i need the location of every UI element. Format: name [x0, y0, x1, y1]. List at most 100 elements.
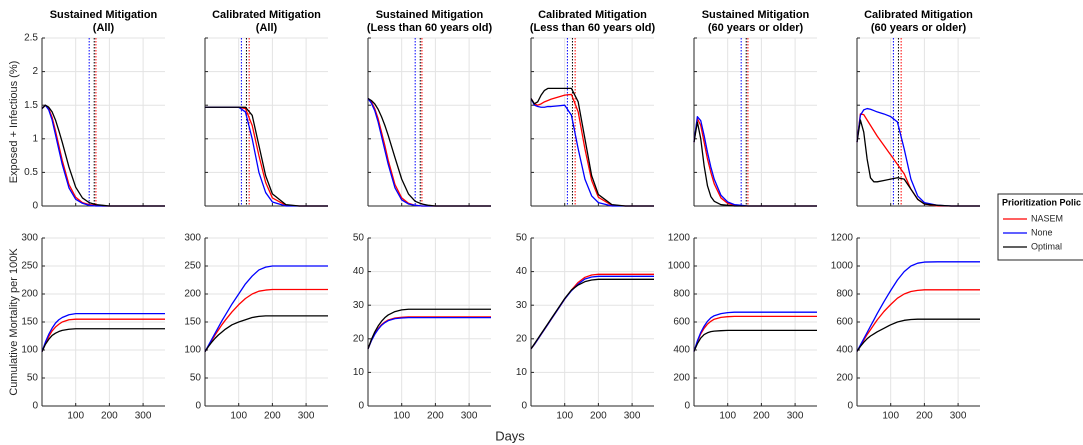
panel-subtitle: (Less than 60 years old): [367, 22, 493, 34]
series-line: [530, 93, 654, 207]
series-line: [856, 107, 980, 207]
series-line: [530, 278, 654, 350]
x-tick-label: 200: [264, 411, 281, 422]
series-line: [41, 104, 165, 207]
series-line: [367, 98, 491, 207]
series-line: [856, 261, 980, 352]
y-tick-label: 400: [836, 345, 853, 356]
series-line: [41, 312, 165, 352]
y-tick-label: 0: [358, 401, 364, 412]
y-tick-label: 600: [673, 317, 690, 328]
y-tick-label: 1.5: [24, 100, 38, 111]
series-line: [693, 117, 817, 207]
x-tick-label: 100: [556, 411, 573, 422]
x-tick-label: 300: [624, 411, 641, 422]
panel-subtitle: (Less than 60 years old): [530, 22, 656, 34]
y-tick-label: 50: [190, 373, 202, 384]
y-tick-label: 1000: [668, 261, 691, 272]
x-tick-label: 300: [787, 411, 804, 422]
x-axis-label: Days: [495, 428, 525, 443]
series-line: [693, 115, 817, 207]
y-tick-label: 300: [184, 233, 201, 244]
y-tick-label: 30: [516, 300, 528, 311]
legend-box: [997, 193, 1083, 261]
series-line: [530, 98, 654, 207]
panel-title: Sustained Mitigation: [702, 9, 810, 21]
legend-label: None: [1031, 227, 1053, 237]
series-line: [693, 121, 817, 207]
series-line: [367, 97, 491, 207]
panel-subtitle: (All): [256, 22, 278, 34]
x-tick-label: 300: [135, 411, 152, 422]
y-tick-label: 30: [353, 300, 365, 311]
x-tick-label: 200: [101, 411, 118, 422]
series-line: [41, 328, 165, 352]
series-line: [856, 113, 980, 207]
y-tick-label: 0: [847, 401, 853, 412]
series-line: [530, 87, 654, 207]
panel-title: Calibrated Mitigation: [538, 9, 647, 21]
y-tick-label: 250: [21, 261, 38, 272]
series-line: [693, 311, 817, 352]
y-tick-label: 20: [516, 333, 528, 344]
y-tick-label: 50: [353, 233, 365, 244]
series-line: [41, 318, 165, 352]
y-tick-label: 150: [21, 317, 38, 328]
series-line: [204, 265, 328, 352]
y-tick-label: 1200: [668, 233, 691, 244]
series-line: [693, 329, 817, 352]
y-axis-label: Cumulative Mortality per 100K: [8, 248, 20, 396]
y-tick-label: 1200: [831, 233, 854, 244]
series-line: [205, 106, 328, 207]
y-tick-label: 200: [673, 373, 690, 384]
legend-label: Optimal: [1031, 241, 1062, 251]
y-tick-label: 1000: [831, 261, 854, 272]
y-tick-label: 1: [32, 133, 38, 144]
y-tick-label: 50: [27, 373, 39, 384]
series-line: [530, 275, 654, 350]
y-tick-label: 800: [836, 289, 853, 300]
y-tick-label: 400: [673, 345, 690, 356]
y-tick-label: 800: [673, 289, 690, 300]
series-line: [693, 315, 817, 352]
x-tick-label: 300: [461, 411, 478, 422]
x-tick-label: 300: [298, 411, 315, 422]
legend-title: Prioritization Polic: [1002, 197, 1081, 207]
y-tick-label: 0: [32, 401, 38, 412]
panel-title: Sustained Mitigation: [376, 9, 484, 21]
series-line: [530, 273, 654, 350]
x-tick-label: 100: [67, 411, 84, 422]
y-tick-label: 50: [516, 233, 528, 244]
y-tick-label: 600: [836, 317, 853, 328]
x-tick-label: 100: [230, 411, 247, 422]
series-line: [204, 315, 328, 353]
series-line: [205, 106, 328, 207]
panel-subtitle: (All): [93, 22, 115, 34]
panel-title: Sustained Mitigation: [50, 9, 158, 21]
y-tick-label: 200: [184, 289, 201, 300]
panel-subtitle: (60 years or older): [871, 22, 967, 34]
y-tick-label: 0.5: [24, 167, 38, 178]
x-tick-label: 200: [753, 411, 770, 422]
y-tick-label: 10: [353, 367, 365, 378]
y-tick-label: 150: [184, 317, 201, 328]
series-line: [367, 316, 491, 350]
y-tick-label: 100: [21, 345, 38, 356]
x-tick-label: 200: [427, 411, 444, 422]
x-tick-label: 100: [393, 411, 410, 422]
y-tick-label: 0: [521, 401, 527, 412]
panel-subtitle: (60 years or older): [708, 22, 804, 34]
series-line: [367, 308, 491, 350]
y-tick-label: 250: [184, 261, 201, 272]
x-tick-label: 300: [950, 411, 967, 422]
panel-title: Calibrated Mitigation: [212, 9, 321, 21]
y-tick-label: 0: [32, 201, 38, 212]
y-tick-label: 100: [184, 345, 201, 356]
series-line: [204, 288, 328, 353]
series-line: [41, 104, 165, 207]
y-tick-label: 200: [21, 289, 38, 300]
y-tick-label: 40: [516, 266, 528, 277]
y-tick-label: 0: [195, 401, 201, 412]
y-tick-label: 200: [836, 373, 853, 384]
